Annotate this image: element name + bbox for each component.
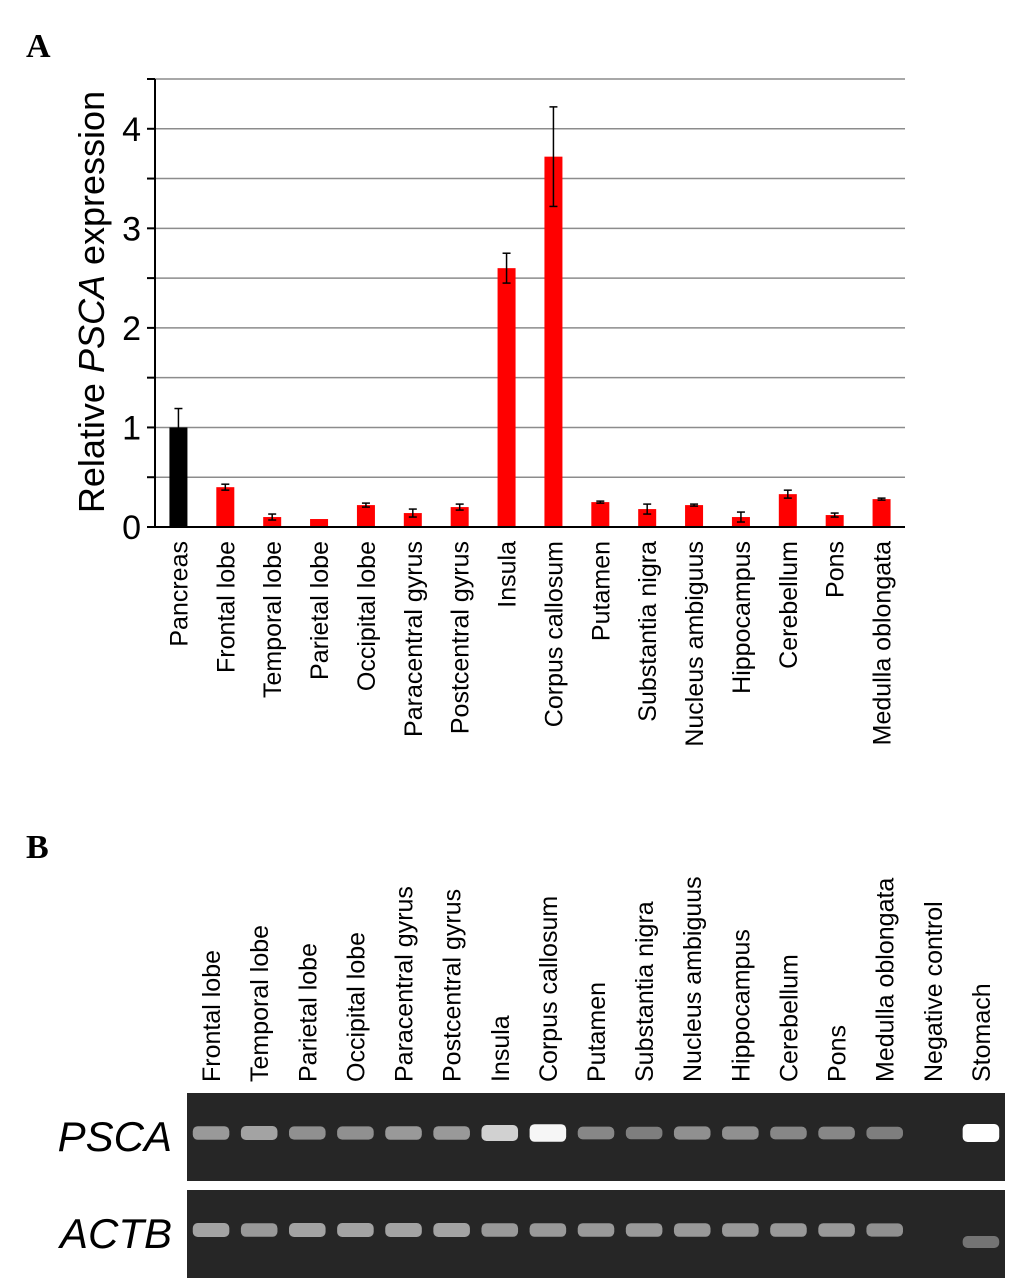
gel-band xyxy=(722,1223,759,1237)
bar xyxy=(778,494,797,527)
category-labels: Pancreas Frontal lobe Temporal lobe Parieta… xyxy=(165,541,896,747)
lane-label: Frontal lobe xyxy=(198,950,226,1082)
bar xyxy=(403,513,422,527)
gel-band xyxy=(529,1124,567,1142)
gel-band xyxy=(289,1223,326,1237)
lane-label: Putamen xyxy=(583,982,611,1082)
category-label: Frontal lobe xyxy=(212,541,240,673)
panel-a-letter: A xyxy=(26,28,51,65)
gel-band xyxy=(240,1126,278,1140)
lane-label: Medulla oblongata xyxy=(872,878,900,1082)
category-label: Occipital lobe xyxy=(353,541,381,691)
gel-band xyxy=(722,1126,759,1140)
bar xyxy=(497,268,516,527)
lane-label: Temporal lobe xyxy=(246,925,274,1082)
gel-band xyxy=(673,1223,711,1237)
gel-band xyxy=(577,1223,615,1237)
gel-band xyxy=(770,1223,807,1237)
gel-band xyxy=(385,1126,422,1140)
gel-band xyxy=(192,1126,230,1140)
gel-band xyxy=(529,1223,567,1237)
category-label: Hippocampus xyxy=(728,541,756,694)
bar xyxy=(356,505,375,527)
bar xyxy=(263,517,282,527)
category-label: Substantia nigra xyxy=(634,541,662,722)
gel-band xyxy=(962,1124,1000,1142)
bars xyxy=(169,156,891,528)
category-label: Postcentral gyrus xyxy=(447,541,475,734)
lane-label: Paracentral gyrus xyxy=(391,886,419,1082)
lane-label: Corpus callosum xyxy=(535,896,563,1082)
y-tick-label: 4 xyxy=(122,111,141,149)
category-label: Cerebellum xyxy=(775,541,803,669)
gel-band xyxy=(625,1223,663,1237)
lane-label: Postcentral gyrus xyxy=(439,889,467,1082)
category-label: Pancreas xyxy=(165,541,193,647)
bar xyxy=(544,156,563,528)
lane-label: Pons xyxy=(824,1025,852,1082)
gel-band xyxy=(481,1125,519,1141)
bar xyxy=(216,487,235,527)
bar xyxy=(638,509,657,527)
lane-label: Insula xyxy=(487,1015,515,1082)
gel-lane-labels: Frontal lobe Temporal lobe Parietal lobe Oc… xyxy=(198,876,996,1082)
panel-b-letter: B xyxy=(26,829,49,866)
gel-band xyxy=(818,1126,855,1140)
category-label: Paracentral gyrus xyxy=(400,541,428,737)
y-axis-label: Relative PSCA expression xyxy=(71,91,112,513)
lane-label: Hippocampus xyxy=(727,929,755,1082)
y-tick-label: 1 xyxy=(122,409,141,447)
bar xyxy=(591,502,610,527)
bar xyxy=(169,427,188,527)
gel-band xyxy=(673,1126,711,1140)
category-label: Insula xyxy=(494,541,522,608)
gel-band xyxy=(240,1223,278,1237)
y-axis: 0 1 2 3 4 xyxy=(122,78,156,547)
lane-label: Stomach xyxy=(968,983,996,1082)
category-label: Pons xyxy=(822,541,850,598)
gel-band xyxy=(866,1223,903,1237)
bar xyxy=(872,499,891,527)
bar xyxy=(450,507,469,527)
gel-band xyxy=(433,1223,470,1237)
y-tick-label: 0 xyxy=(122,509,141,547)
category-label: Putamen xyxy=(587,541,615,641)
gel-image xyxy=(187,1093,1005,1278)
gel-band xyxy=(337,1126,374,1140)
gel-band xyxy=(385,1223,422,1237)
category-label: Medulla oblongata xyxy=(869,541,897,745)
gel-band xyxy=(818,1223,855,1237)
y-tick-label: 3 xyxy=(122,210,141,248)
category-label: Corpus callosum xyxy=(540,541,568,727)
gel-row-labels: PSCA ACTB xyxy=(57,1113,172,1257)
gel-band xyxy=(337,1223,374,1237)
gel-band xyxy=(625,1126,663,1140)
y-tick-label: 2 xyxy=(122,310,141,348)
gel-band xyxy=(481,1223,519,1237)
lane-label: Parietal lobe xyxy=(294,943,322,1082)
lane-label: Nucleus ambiguus xyxy=(679,876,707,1082)
gel-band xyxy=(289,1126,326,1140)
gel-band xyxy=(770,1126,807,1140)
bar xyxy=(825,515,844,527)
lane-label: Negative control xyxy=(920,901,948,1082)
bar xyxy=(685,505,704,527)
lane-label: Substantia nigra xyxy=(631,901,659,1082)
gel-band xyxy=(866,1126,903,1140)
gel-band xyxy=(433,1126,470,1140)
gel-band xyxy=(962,1236,1000,1248)
lane-label: Occipital lobe xyxy=(342,932,370,1082)
error-bars xyxy=(174,106,886,523)
category-label: Nucleus ambiguus xyxy=(681,541,709,747)
category-label: Parietal lobe xyxy=(306,541,334,680)
gel-band xyxy=(192,1223,230,1237)
category-label: Temporal lobe xyxy=(259,541,287,698)
lane-label: Cerebellum xyxy=(775,954,803,1082)
bar xyxy=(310,519,329,527)
gel-row-label: PSCA xyxy=(58,1113,172,1160)
grid-lines xyxy=(155,78,905,478)
gel-row-label: ACTB xyxy=(57,1210,172,1257)
gel-band xyxy=(577,1126,615,1140)
